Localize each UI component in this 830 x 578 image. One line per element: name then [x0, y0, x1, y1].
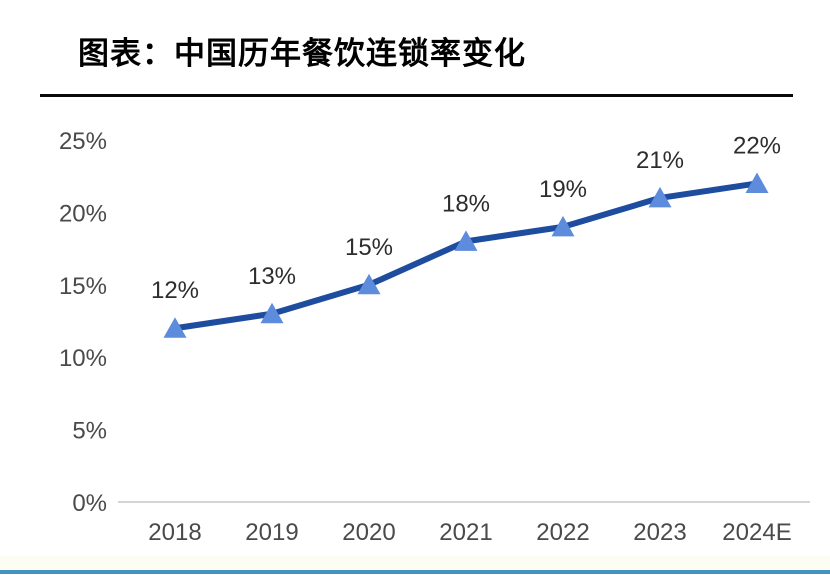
- data-label: 13%: [248, 263, 296, 290]
- data-point-marker: [648, 186, 672, 208]
- data-label: 12%: [151, 277, 199, 304]
- data-point-marker: [745, 172, 769, 193]
- data-point-marker: [260, 302, 284, 324]
- x-tick-label: 2023: [633, 519, 686, 546]
- data-point-marker: [357, 273, 381, 295]
- page-title: 图表：中国历年餐饮连锁率变化: [78, 36, 526, 71]
- footer-accent-line: [0, 570, 830, 574]
- data-label: 15%: [345, 234, 393, 261]
- data-label: 18%: [442, 190, 490, 217]
- y-tick-label: 5%: [72, 418, 107, 445]
- x-tick-label: 2020: [342, 519, 395, 546]
- y-tick-label: 0%: [72, 490, 107, 517]
- y-tick-label: 15%: [59, 273, 107, 300]
- data-label: 22%: [733, 132, 781, 159]
- data-point-marker: [454, 230, 478, 251]
- x-tick-label: 2021: [439, 519, 492, 546]
- footer-band: [0, 556, 830, 570]
- x-tick-label: 2022: [536, 519, 589, 546]
- y-tick-label: 20%: [59, 200, 107, 227]
- x-tick-label: 2018: [148, 519, 201, 546]
- x-tick-label: 2019: [245, 519, 298, 546]
- y-tick-label: 10%: [59, 345, 107, 372]
- data-point-marker: [163, 317, 187, 338]
- data-label: 21%: [636, 147, 684, 174]
- y-tick-label: 25%: [59, 128, 107, 155]
- data-label: 19%: [539, 176, 587, 203]
- title-underline: [40, 94, 793, 97]
- x-tick-label: 2024E: [722, 519, 791, 546]
- data-point-marker: [551, 215, 575, 237]
